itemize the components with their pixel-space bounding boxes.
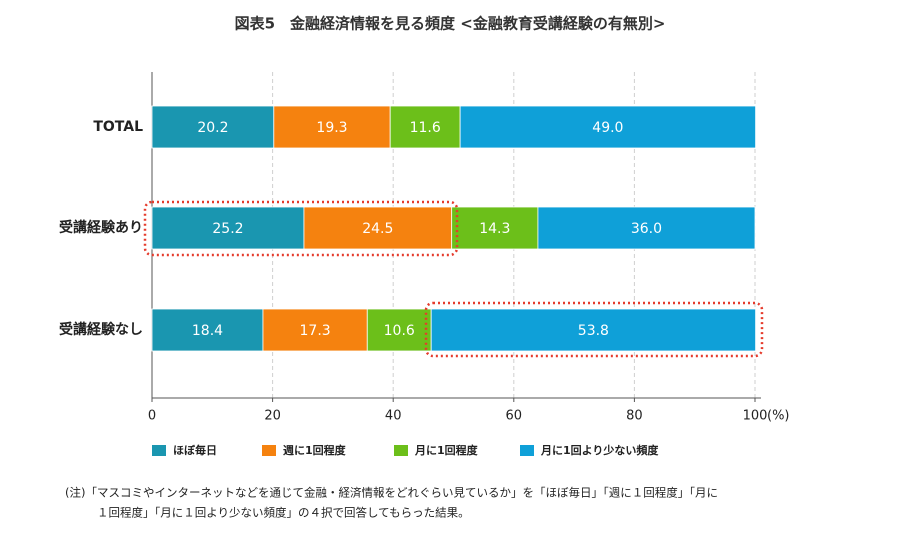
data-label: 11.6 bbox=[410, 120, 441, 136]
data-label: 10.6 bbox=[384, 323, 415, 339]
data-label: 53.8 bbox=[578, 323, 609, 339]
plot: 0 20 40 60 80 100 (%) TOTAL 20.2 19.3 11.6 49.0 受講経験… bbox=[59, 72, 790, 457]
x-tick-label: 40 bbox=[385, 409, 402, 424]
data-label: 24.5 bbox=[362, 221, 393, 237]
y-tick-label: TOTAL bbox=[93, 119, 143, 135]
legend-label: 月に1回程度 bbox=[414, 443, 479, 457]
bar-segment bbox=[151, 308, 264, 352]
data-label: 20.2 bbox=[197, 120, 228, 136]
x-tick-label: 80 bbox=[626, 409, 643, 424]
bar-segment bbox=[459, 105, 757, 149]
x-tick-label: 60 bbox=[506, 409, 523, 424]
legend-swatch bbox=[520, 445, 534, 456]
x-axis-unit: (%) bbox=[767, 409, 790, 424]
bar-segment bbox=[366, 308, 432, 352]
data-label: 36.0 bbox=[631, 221, 662, 237]
y-tick-label: 受講経験あり bbox=[59, 219, 143, 236]
chart-title: 図表5 金融経済情報を見る頻度 <金融教育受講経験の有無別> bbox=[235, 15, 666, 33]
legend-swatch bbox=[394, 445, 408, 456]
legend-label: 月に1回より少ない頻度 bbox=[540, 443, 659, 457]
x-tick-label: 20 bbox=[264, 409, 281, 424]
legend-swatch bbox=[152, 445, 166, 456]
bar-segment bbox=[262, 308, 368, 352]
data-label: 17.3 bbox=[300, 323, 331, 339]
data-label: 25.2 bbox=[212, 221, 243, 237]
data-label: 49.0 bbox=[592, 120, 623, 136]
bar-segment bbox=[451, 206, 539, 250]
y-tick-label: 受講経験なし bbox=[59, 321, 143, 338]
x-tick-label: 100 bbox=[743, 409, 768, 424]
highlight bbox=[424, 301, 764, 358]
bar-segment bbox=[151, 105, 275, 149]
x-tick-label: 0 bbox=[148, 409, 156, 424]
note: (注)「マスコミやインターネットなどを通じて金融・経済情報をどれぐらい見ているか… bbox=[65, 486, 718, 500]
bar-segment bbox=[537, 206, 756, 250]
data-label: 18.4 bbox=[192, 323, 223, 339]
legend-swatch bbox=[262, 445, 276, 456]
data-label: 19.3 bbox=[316, 120, 347, 136]
legend-label: ほぼ毎日 bbox=[173, 443, 217, 457]
bar-segment bbox=[430, 308, 757, 352]
bar-segment bbox=[303, 206, 453, 250]
legend-label: 週に1回程度 bbox=[283, 443, 347, 457]
data-label: 14.3 bbox=[479, 221, 510, 237]
note: １回程度」「月に１回より少ない頻度」の４択で回答してもらった結果。 bbox=[97, 506, 470, 520]
